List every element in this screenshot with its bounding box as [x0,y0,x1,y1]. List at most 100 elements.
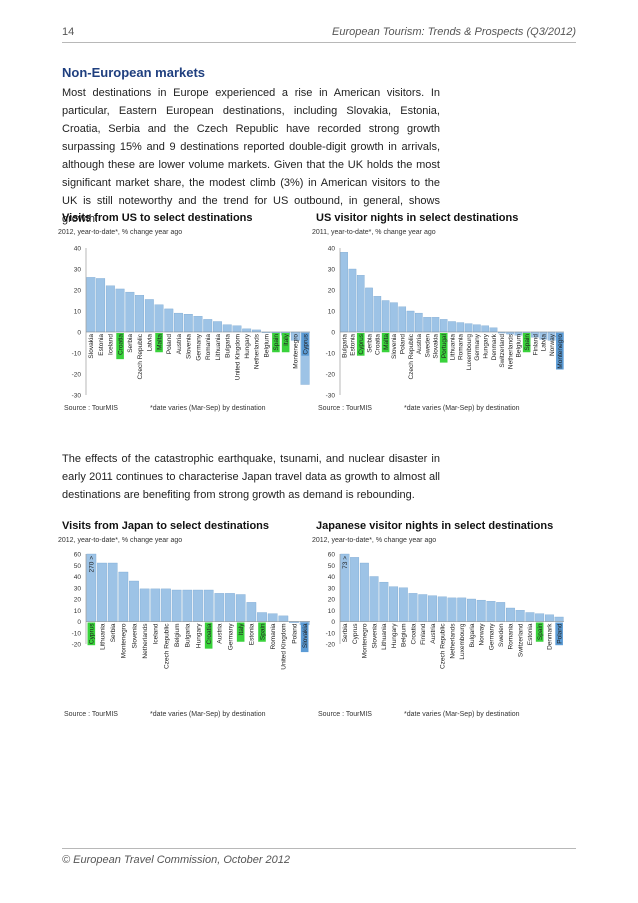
category-label-estonia: Estonia [350,334,357,356]
category-highlight [155,333,163,353]
category-label-austria: Austria [416,334,423,355]
y-tick-label: -20 [72,372,82,379]
category-label-cyprus: Cyprus [89,623,96,644]
bar-lithuania [213,321,222,333]
y-tick-label: 20 [328,597,336,604]
bar-luxembourg [457,597,467,622]
category-label-cyprus: Cyprus [302,333,309,354]
category-label-serbia: Serbia [342,623,349,642]
bar-serbia [365,287,373,333]
bar-netherlands [447,597,457,622]
bar-sweden [496,602,506,622]
category-label-croatia: Croatia [206,623,213,644]
category-label-slovenia: Slovenia [186,334,193,359]
y-tick-label: 0 [331,619,335,626]
bar-spain [535,613,545,622]
y-tick-label: 20 [328,288,336,295]
y-tick-label: 40 [74,574,82,581]
category-label-united-kingdom: United Kingdom [281,624,288,670]
category-label-germany: Germany [227,623,234,650]
category-label-serbia: Serbia [110,623,117,642]
category-label-montenegro: Montenegro [293,334,300,369]
category-label-austria: Austria [217,623,224,644]
category-label-poland: Poland [166,334,173,355]
y-tick-label: -30 [72,393,82,400]
japan-nights-chart: Japanese visitor nights in select destin… [312,520,564,720]
bar-iceland [150,588,161,622]
category-label-finland: Finland [532,334,539,356]
category-label-montenegro: Montenegro [557,334,564,369]
y-tick-label: -20 [326,372,336,379]
y-tick-label: 40 [328,574,336,581]
category-highlight [356,333,365,356]
bar-sweden [423,317,431,333]
y-tick-label: 20 [74,288,82,295]
category-label-serbia: Serbia [127,334,134,353]
value-annotation: 73 > [342,556,349,569]
bar-hungary [242,328,252,333]
chart-plot: -30 -20 -10 0 10 20 30 40 Slovakia Estonia Iceland… [72,246,310,400]
bar-bulgaria [182,589,193,622]
bar-belgium [398,587,408,622]
category-label-germany: Germany [195,333,202,360]
bar-czech-republic [406,310,415,333]
bar-lithuania [97,562,107,622]
category-label-slovakia: Slovakia [433,334,440,359]
bar-estonia [246,602,257,622]
bar-estonia [348,268,357,333]
category-label-germany: Germany [474,333,481,360]
category-label-czech-republic: Czech Republic [440,623,447,669]
y-tick-label: -30 [326,393,336,400]
category-label-hungary: Hungary [244,333,251,358]
japan-visits-chart: Visits from Japan to select destinations… [58,520,310,720]
bar-slovenia [369,576,379,622]
bar-montenegro [118,571,129,622]
bar-latvia [144,299,154,333]
bar-united-kingdom [278,615,289,622]
category-label-lithuania: Lithuania [215,334,222,361]
bar-bulgaria [340,252,348,333]
bar-austria [174,312,183,333]
chart-plot: -20 -10 0 10 20 30 40 50 60 Cyprus 270 > Lithuania S… [72,552,310,670]
bar-cyprus [350,557,360,622]
category-label-united-kingdom: United Kingdom [234,334,241,380]
bar-slovakia [431,317,440,333]
chart-note: *date varies (Mar-Sep) by destination [150,711,266,718]
chart-source: Source : TourMIS [64,405,118,412]
category-label-romania: Romania [508,623,515,649]
y-tick-label: 40 [328,246,336,253]
category-label-bulgaria: Bulgaria [341,334,348,358]
category-label-spain: Spain [537,623,544,640]
bar-bulgaria [467,598,476,622]
y-tick-label: -20 [326,642,336,649]
chart-note: *date varies (Mar-Sep) by destination [150,405,266,412]
category-label-romania: Romania [270,623,277,649]
bar-malta [154,304,164,333]
category-label-switzerland: Switzerland [499,334,506,368]
category-label-czech-republic: Czech Republic [408,333,415,379]
chart-subtitle: 2012, year-to-date*, % change year ago [58,229,183,236]
bar-croatia [203,589,214,622]
category-highlight [116,333,124,360]
category-label-spain: Spain [259,623,266,640]
y-tick-label: -20 [72,642,82,649]
category-label-poland: Poland [556,623,563,644]
chart-source: Source : TourMIS [318,711,372,718]
category-label-germany: Germany [488,623,495,650]
y-tick-label: 60 [74,552,82,559]
y-tick-label: 10 [328,309,336,316]
category-label-netherlands: Netherlands [142,623,149,659]
category-label-estonia: Estonia [249,623,256,645]
category-label-portugal: Portugal [441,333,448,358]
bar-denmark [489,327,498,333]
category-label-slovenia: Slovenia [371,623,378,648]
bar-slovenia [183,314,193,333]
bar-serbia [107,562,118,622]
bar-germany [193,316,203,333]
y-tick-label: 50 [74,563,82,570]
y-tick-label: 0 [331,330,335,337]
chart-title: Japanese visitor nights in select destin… [316,520,554,532]
category-label-poland: Poland [291,623,298,644]
y-tick-label: 60 [328,552,336,559]
category-label-montenegro: Montenegro [362,623,369,658]
